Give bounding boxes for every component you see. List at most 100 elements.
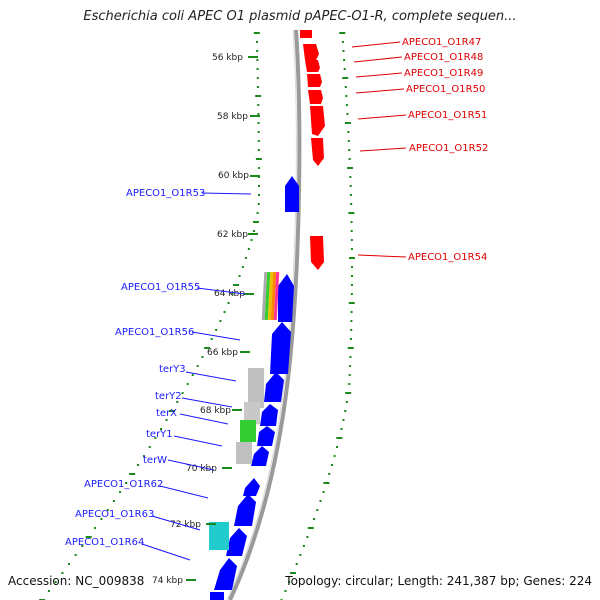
gene-label-apeco1-o1r53[interactable]: APECO1_O1R53 [126,188,205,199]
gene-label-apeco1-o1r55[interactable]: APECO1_O1R55 [121,282,200,293]
label-leader [201,192,252,195]
gene-label-apeco1-o1r62[interactable]: APECO1_O1R62 [84,479,163,490]
gc-dot [347,140,350,142]
gc-dash [339,32,346,34]
cds-apeco1-o1r48 [305,60,320,72]
feature-gray-tery3 [248,368,264,408]
feature-gray-tery2 [244,402,260,424]
gc-dot [100,518,103,520]
gc-dot [257,104,260,106]
gc-dot [148,446,151,448]
gc-dot [125,482,128,484]
cds-apeco1-o1r51 [310,106,325,136]
gc-dot [322,491,325,493]
gene-label-apeco1-o1r48[interactable]: APECO1_O1R48 [404,52,483,63]
gene-label-apeco1-o1r64[interactable]: APECO1_O1R64 [65,537,144,548]
gc-dot [342,50,345,52]
gc-dash [323,482,330,484]
gc-dot [284,590,287,592]
misc-feature-track [209,271,280,550]
cds-apeco1-o1r49 [307,74,322,87]
gc-dot [47,590,50,592]
stripe-gray [261,271,268,321]
label-leader [159,485,209,499]
gc-dash [253,32,260,34]
gene-label-apeco1-o1r63[interactable]: APECO1_O1R63 [75,509,154,520]
gene-label-apeco1-o1r54[interactable]: APECO1_O1R54 [408,252,487,263]
gene-label-terw[interactable]: terW [143,455,167,466]
gc-dot [336,446,339,448]
label-leader [353,56,403,63]
gene-label-apeco1-o1r56[interactable]: APECO1_O1R56 [115,327,194,338]
forward-cds-track [300,30,325,270]
gc-dot [247,248,250,250]
gc-dot [348,383,351,385]
gc-dot [350,239,353,241]
cds-apeco1-o1r53 [285,176,299,212]
gc-dot [244,257,247,259]
accession-label: Accession: NC_009838 [8,574,145,588]
cds-apeco1-o1r62-a [243,478,260,496]
gc-dot [256,212,259,214]
gc-dot [231,293,234,295]
feature-gray-terw [236,442,252,464]
gc-dot [256,77,259,79]
gc-dot [215,329,218,331]
reverse-cds-track [210,176,299,600]
gc-dot [81,545,84,547]
gc-dot [257,167,260,169]
gc-dot [341,41,344,43]
gc-dot [349,194,352,196]
label-leader [167,459,215,471]
gc-dot [350,275,353,277]
gc-dash [129,473,136,475]
gene-label-tery1[interactable]: terY1 [146,429,173,440]
gc-dot [350,311,353,313]
gc-dash [307,527,314,529]
cds-apeco1-o1r50 [308,90,323,104]
gc-dot [257,194,260,196]
gene-label-apeco1-o1r49[interactable]: APECO1_O1R49 [404,68,483,79]
gene-label-tery2[interactable]: terY2 [155,391,182,402]
gc-dash [85,536,92,538]
gc-dot [343,68,346,70]
sequence-backbone [228,29,302,600]
gc-dot [349,176,352,178]
gene-label-terx[interactable]: terX [156,408,177,419]
gc-dot [257,203,260,205]
gc-dot [256,59,259,61]
gc-dot [350,248,353,250]
label-leader [355,88,405,94]
gene-label-tery3[interactable]: terY3 [159,364,186,375]
gene-label-apeco1-o1r51[interactable]: APECO1_O1R51 [408,110,487,121]
gc-dot [350,203,353,205]
tick-label-74: 74 kbp [152,576,183,586]
gc-dot [306,536,309,538]
gc-dot [349,338,352,340]
gc-dot [257,185,260,187]
gc-dot [191,374,194,376]
cds-tery1 [251,446,269,466]
stripe-green [264,271,271,321]
gc-dash [233,284,240,286]
gc-dash [348,257,355,259]
cds-apeco1-o1r52 [311,138,324,166]
gc-dot [313,518,316,520]
label-leader [191,331,241,341]
gc-dot [349,185,352,187]
gc-dot [74,554,77,556]
gc-dash [204,347,211,349]
gene-label-apeco1-o1r52[interactable]: APECO1_O1R52 [409,143,488,154]
gc-dot [345,401,348,403]
tick-label-64: 64 kbp [214,289,245,299]
gene-label-apeco1-o1r47[interactable]: APECO1_O1R47 [402,37,481,48]
gc-dot [299,554,302,556]
cds-apeco1-o1r47 [303,44,319,60]
tick-label-68: 68 kbp [200,406,231,416]
gc-dot [257,140,260,142]
gene-label-apeco1-o1r50[interactable]: APECO1_O1R50 [406,84,485,95]
gc-dot [181,392,184,394]
label-leader [141,543,191,561]
gc-dot [252,230,255,232]
gc-dot [257,131,260,133]
